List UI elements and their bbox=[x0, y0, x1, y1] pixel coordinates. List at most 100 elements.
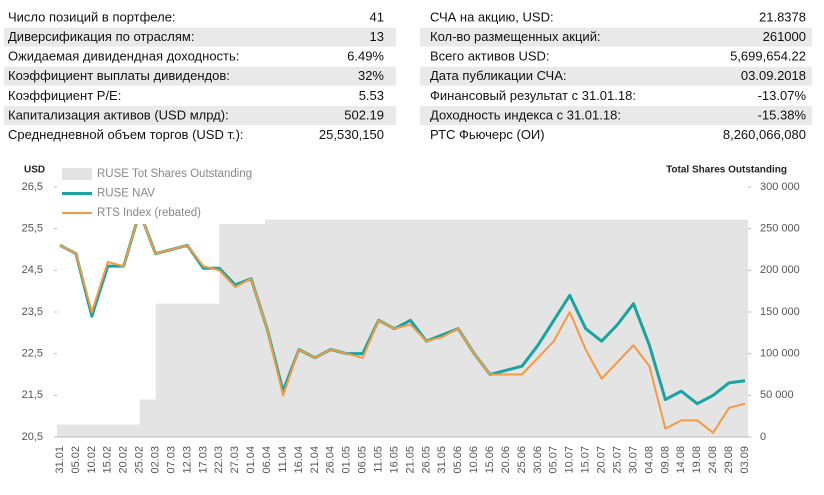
x-tick-label: 24.08 bbox=[707, 446, 719, 474]
x-tick-label: 29.08 bbox=[723, 446, 735, 474]
row-bg bbox=[4, 106, 396, 125]
row-label: Коэффициент P/E: bbox=[8, 88, 121, 103]
x-tick-label: 14.08 bbox=[675, 446, 687, 474]
x-tick-label: 11.05 bbox=[373, 446, 385, 473]
row-value: 6.49% bbox=[347, 49, 384, 64]
row-label: Диверсификация по отраслям: bbox=[8, 29, 194, 44]
row-label: Финансовый результат с 31.01.18: bbox=[430, 88, 636, 103]
y-tick-label: 25,5 bbox=[22, 223, 43, 235]
y2-axis-title: Total Shares Outstanding bbox=[666, 165, 787, 176]
row-label: Доходность индекса с 31.01.18: bbox=[430, 107, 621, 122]
y-tick-label: 24,5 bbox=[22, 264, 43, 276]
y2-tick-label: 200 000 bbox=[760, 264, 800, 276]
row-value: -13.07% bbox=[758, 88, 807, 103]
y2-tick-label: 0 bbox=[760, 431, 766, 443]
row-value: 41 bbox=[370, 9, 384, 24]
row-bg bbox=[420, 27, 812, 47]
x-tick-label: 27.03 bbox=[229, 446, 241, 474]
y-tick-label: 26,5 bbox=[22, 181, 43, 193]
row-label: Капитализация активов (USD млрд): bbox=[8, 107, 229, 122]
row-label: Число позиций в портфеле: bbox=[8, 9, 176, 24]
legend-label: RUSE Tot Shares Outstanding bbox=[97, 168, 252, 180]
y-tick-label: 22,5 bbox=[22, 348, 43, 360]
row-value: 21.8378 bbox=[759, 9, 806, 24]
row-bg bbox=[4, 66, 396, 86]
x-tick-label: 01.05 bbox=[341, 446, 353, 474]
row-label: Кол-во размещенных акций: bbox=[430, 29, 601, 44]
x-tick-label: 15.06 bbox=[484, 446, 496, 474]
x-tick-label: 19.08 bbox=[691, 446, 703, 474]
row-label: Дата публикации СЧА: bbox=[430, 68, 566, 83]
y2-tick-label: 100 000 bbox=[760, 348, 800, 360]
x-tick-label: 07.03 bbox=[165, 446, 177, 474]
x-tick-label: 20.07 bbox=[596, 446, 608, 474]
x-tick-label: 16.04 bbox=[293, 446, 305, 474]
row-value: 5.53 bbox=[359, 88, 384, 103]
row-value: 8,260,066,080 bbox=[723, 127, 806, 142]
row-label: РТС Фьючерс (ОИ) bbox=[430, 127, 545, 142]
x-tick-label: 30.07 bbox=[627, 446, 639, 474]
x-tick-label: 16.05 bbox=[388, 446, 400, 474]
row-label: Среднедневной объем торгов (USD т.): bbox=[8, 127, 244, 142]
x-tick-label: 05.02 bbox=[70, 446, 82, 474]
row-label: Коэффициент выплаты дивидендов: bbox=[8, 68, 230, 83]
x-tick-label: 06.05 bbox=[357, 446, 369, 474]
row-label: Всего активов USD: bbox=[430, 49, 550, 64]
row-value: 13 bbox=[370, 29, 384, 44]
x-tick-label: 10.06 bbox=[468, 446, 480, 474]
x-tick-label: 25.02 bbox=[134, 446, 146, 474]
x-tick-label: 31.01 bbox=[54, 446, 66, 474]
row-bg bbox=[420, 66, 812, 86]
x-tick-label: 21.05 bbox=[404, 446, 416, 474]
x-tick-label: 20.02 bbox=[118, 446, 130, 474]
x-tick-label: 11.04 bbox=[277, 446, 289, 473]
legend: RUSE Tot Shares Outstanding RUSE NAV RTS I… bbox=[60, 164, 265, 224]
y2-tick-label: 50 000 bbox=[760, 389, 794, 401]
row-value: -15.38% bbox=[758, 107, 807, 122]
row-value: 25,530,150 bbox=[319, 127, 384, 142]
shares-area bbox=[57, 219, 748, 437]
x-tick-label: 15.07 bbox=[580, 446, 592, 474]
row-label: Ожидаемая дивидендная доходность: bbox=[8, 49, 239, 64]
row-bg bbox=[4, 27, 396, 47]
x-tick-label: 26.05 bbox=[420, 446, 432, 474]
x-tick-label: 25.07 bbox=[611, 446, 623, 474]
legend-label: RUSE NAV bbox=[97, 188, 155, 200]
x-tick-label: 26.04 bbox=[325, 446, 337, 474]
x-tick-label: 12.03 bbox=[181, 446, 193, 474]
x-tick-label: 10.07 bbox=[564, 446, 576, 474]
line bbox=[59, 211, 746, 434]
y-tick-label: 20,5 bbox=[22, 431, 43, 443]
y2-tick-label: 150 000 bbox=[760, 306, 800, 318]
x-tick-label: 15.02 bbox=[102, 446, 114, 474]
x-tick-label: 09.08 bbox=[659, 446, 671, 474]
row-label: СЧА на акцию, USD: bbox=[430, 9, 554, 24]
row-value: 32% bbox=[358, 68, 384, 83]
x-tick-label: 05.07 bbox=[548, 446, 560, 474]
x-tick-label: 04.08 bbox=[643, 446, 655, 474]
x-tick-label: 30.06 bbox=[532, 446, 544, 474]
x-tick-label: 06.04 bbox=[261, 446, 273, 474]
x-tick-label: 05.06 bbox=[452, 446, 464, 474]
y-tick-label: 21,5 bbox=[22, 389, 43, 401]
x-tick-label: 31.05 bbox=[436, 446, 448, 474]
row-value: 261000 bbox=[763, 29, 806, 44]
y2-tick-label: 300 000 bbox=[760, 181, 800, 193]
row-value: 5,699,654.22 bbox=[730, 49, 806, 64]
legend-swatch bbox=[62, 168, 92, 180]
x-tick-label: 01.04 bbox=[245, 446, 257, 474]
x-tick-label: 02.03 bbox=[149, 446, 161, 474]
x-tick-label: 22.03 bbox=[213, 446, 225, 474]
x-tick-label: 10.02 bbox=[86, 446, 98, 474]
row-value: 502.19 bbox=[344, 107, 384, 122]
row-value: 03.09.2018 bbox=[741, 68, 806, 83]
x-tick-label: 21.04 bbox=[309, 446, 321, 474]
y-tick-label: 23,5 bbox=[22, 306, 43, 318]
x-tick-label: 17.03 bbox=[197, 446, 209, 474]
x-tick-label: 25.06 bbox=[516, 446, 528, 474]
legend-label: RTS Index (rebated) bbox=[97, 207, 201, 219]
y2-tick-label: 250 000 bbox=[760, 223, 800, 235]
x-tick-label: 03.09 bbox=[739, 446, 751, 474]
row-bg bbox=[420, 106, 812, 125]
